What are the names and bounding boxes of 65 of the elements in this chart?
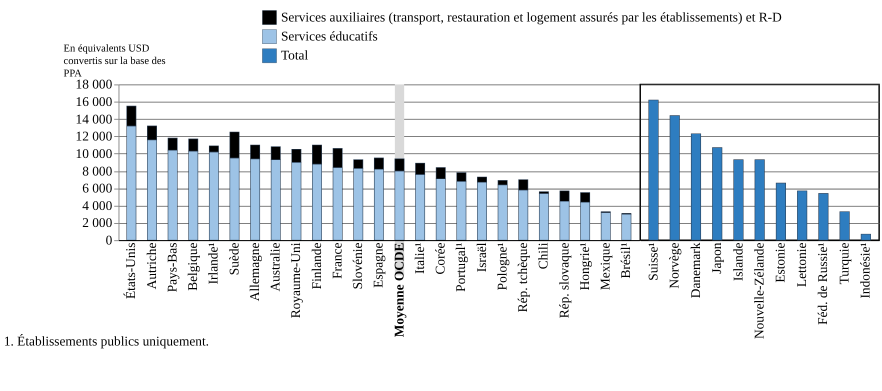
x-tick-label: Norvège <box>666 242 682 289</box>
y-tick-label: 10 000 <box>76 146 113 161</box>
x-tick-label: Corée <box>432 242 448 274</box>
x-tick-label: États-Unis <box>123 242 138 299</box>
x-tick-label: Rép. tchèque <box>515 242 530 312</box>
y-tick-label: 16 000 <box>76 94 113 110</box>
x-tick-label: Australie <box>268 242 283 292</box>
bar <box>733 159 744 240</box>
y-axis-title: En équivalents USD convertis sur la base des PPA <box>64 43 166 80</box>
x-tick-label: Belgique <box>185 242 200 291</box>
bar <box>712 147 722 240</box>
y-tick-label: 6 000 <box>82 180 113 196</box>
y-tick-label: 0 <box>106 232 113 248</box>
x-tick-label: Suède <box>226 242 242 276</box>
x-tick-label: Islande <box>730 242 746 282</box>
bar <box>797 190 808 240</box>
bar <box>776 182 786 240</box>
bar <box>840 211 850 240</box>
x-tick-label: Slovénie <box>350 242 366 290</box>
x-tick-label: Finlande <box>308 242 324 290</box>
legend-label: Services auxiliaires (transport, restauration et logement assurés par les établissements) et R-D <box>280 9 782 24</box>
text: 1. Établissements publics uniquement. <box>4 333 210 348</box>
x-tick-label: Portugal¹ <box>453 242 468 292</box>
x-tick-label: Irlande¹ <box>206 242 221 284</box>
y-tick-label: 8 000 <box>82 163 113 178</box>
x-tick-label: Nouvelle-Zélande <box>752 242 767 340</box>
x-tick-label: Indonésie¹ <box>858 242 873 299</box>
bar <box>860 234 871 240</box>
x-tick-label: Italie¹ <box>412 242 427 274</box>
bar <box>690 133 702 240</box>
x-tick-label: France <box>329 242 344 279</box>
x-tick-label: Autriche <box>144 242 159 290</box>
bar <box>670 115 680 240</box>
x-tick-label: Suisse¹ <box>645 242 660 281</box>
x-tick-label: Espagne <box>370 242 386 288</box>
bar <box>621 214 632 240</box>
x-tick-label: Allemagne <box>246 242 262 302</box>
y-tick-label: 12 000 <box>76 128 113 144</box>
y-tick-label: 2 000 <box>82 215 113 230</box>
x-tick-label: Hongrie¹ <box>576 242 592 290</box>
bar <box>818 193 828 240</box>
bar <box>600 212 611 240</box>
y-tick-label: 14 000 <box>76 111 113 126</box>
x-tick-label: Brésil¹ <box>618 242 634 278</box>
x-tick-label: Rép. slovaque <box>556 242 572 318</box>
legend-label: Services éducatifs <box>280 28 378 44</box>
x-tick-label: Danemark <box>688 242 703 298</box>
bar <box>648 100 659 240</box>
x-tick-label: Royaume-Uni <box>288 242 304 318</box>
x-tick-label: Pays-Bas <box>164 242 180 292</box>
y-tick-label: 18 000 <box>76 76 113 92</box>
bar <box>754 159 765 240</box>
x-tick-label: Pologne¹ <box>494 242 510 290</box>
x-tick-label: Mexique <box>598 242 613 290</box>
y-tick-label: 4 000 <box>82 198 113 213</box>
x-tick-label: Féd. de Russie¹ <box>815 242 830 325</box>
x-tick-label: Chili <box>536 242 551 270</box>
x-tick-label: Lettonie <box>794 242 809 288</box>
legend-label: Total <box>280 48 308 63</box>
x-tick-label: Moyenne OCDE <box>391 242 406 338</box>
x-tick-label: Israël <box>474 242 489 272</box>
x-tick-label: Japon <box>709 242 724 274</box>
x-tick-label: Estonie <box>772 242 788 283</box>
x-tick-label: Turquie <box>836 242 852 284</box>
bar <box>538 193 549 240</box>
